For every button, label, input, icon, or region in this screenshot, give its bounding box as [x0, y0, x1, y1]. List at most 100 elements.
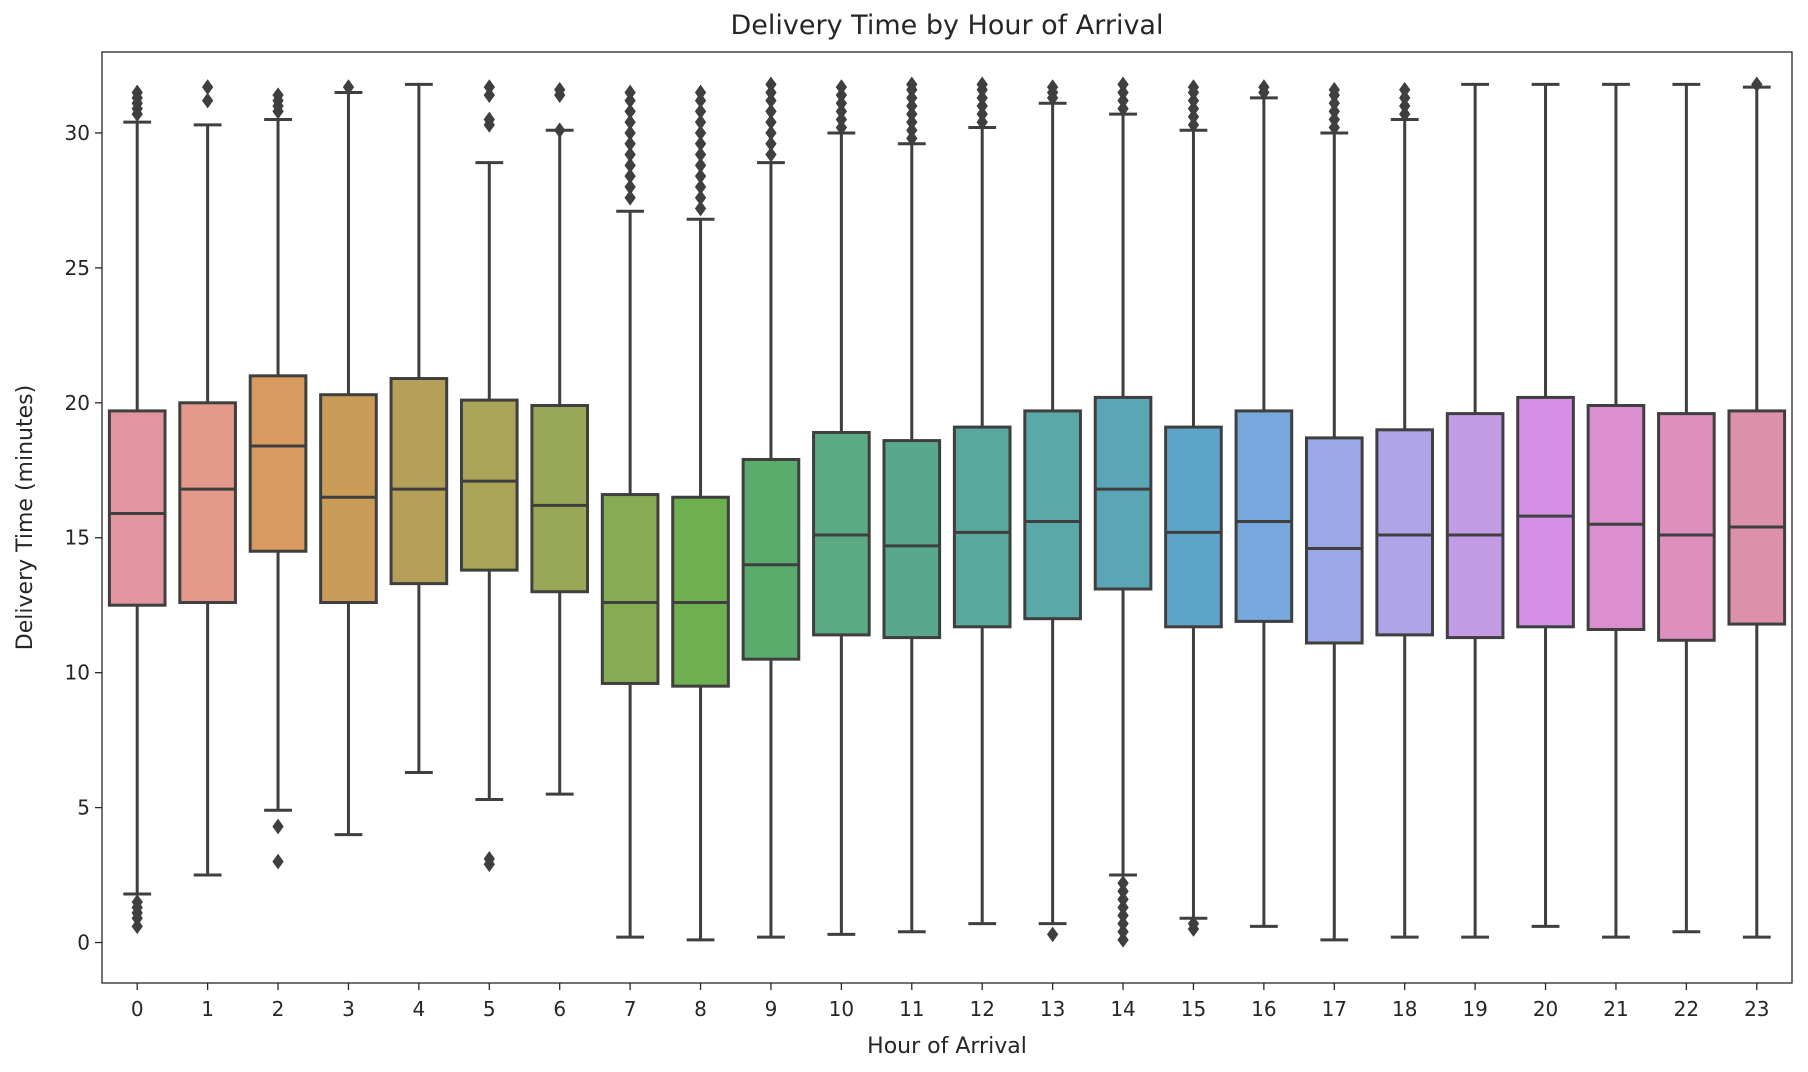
- outlier-point: [1187, 117, 1200, 133]
- outlier-point: [694, 200, 707, 217]
- outlier-point: [765, 84, 777, 101]
- x-tick-label: 23: [1744, 997, 1769, 1021]
- outlier-point: [976, 76, 988, 93]
- x-tick-label: 18: [1392, 997, 1417, 1021]
- x-tick-label: 16: [1251, 997, 1276, 1021]
- outlier-point: [765, 114, 777, 131]
- box-body: [1445, 412, 1505, 640]
- box-group-hour-18: [1375, 81, 1435, 939]
- x-axis: 0 1 2 3 4 5 6 7 8 9 10 11 12 13 14 15 16 17 18 19 20 21 22 23: [131, 983, 1770, 1021]
- box-body: [1516, 395, 1575, 629]
- outlier-point: [906, 114, 918, 131]
- box-group-hour-5: [459, 79, 519, 873]
- outlier-point: [1187, 915, 1200, 932]
- box-group-hour-14: [1093, 76, 1153, 948]
- box-group-hour-15: [1164, 79, 1223, 937]
- outlier-point: [624, 179, 636, 195]
- x-tick-label: 14: [1110, 997, 1135, 1021]
- outlier-point: [1046, 79, 1059, 95]
- outlier-point: [976, 98, 988, 114]
- box-group-hour-22: [1657, 82, 1716, 934]
- outlier-point: [694, 103, 707, 120]
- outlier-point: [1117, 923, 1129, 940]
- box-group-hour-1: [178, 79, 237, 877]
- outlier-point: [1399, 98, 1411, 114]
- box-body: [671, 495, 730, 688]
- box-group-hour-6: [530, 81, 590, 796]
- y-tick-label: 5: [77, 796, 90, 820]
- x-tick-label: 5: [483, 997, 496, 1021]
- x-tick-label: 3: [342, 997, 355, 1021]
- x-tick-label: 6: [553, 997, 566, 1021]
- box-body: [248, 374, 308, 553]
- y-tick-label: 20: [65, 391, 90, 415]
- box-body: [459, 398, 519, 572]
- outlier-point: [624, 125, 636, 141]
- x-tick-label: 9: [765, 997, 778, 1021]
- outlier-point: [624, 103, 636, 120]
- box-group-hour-7: [600, 84, 660, 939]
- outlier-point: [483, 87, 495, 104]
- box-body: [1234, 409, 1294, 623]
- x-tick-label: 8: [694, 997, 707, 1021]
- outlier-point: [1328, 103, 1340, 120]
- outlier-point: [131, 894, 143, 910]
- outlier-point: [1187, 108, 1200, 125]
- outlier-point: [483, 851, 495, 867]
- box-body: [1375, 428, 1435, 637]
- box-body: [1093, 395, 1153, 591]
- outlier-point: [624, 84, 636, 101]
- box-body: [1657, 412, 1716, 642]
- box-body: [178, 401, 237, 605]
- outlier-point: [694, 168, 707, 184]
- box-group-hour-10: [812, 79, 871, 936]
- outlier-point: [1117, 875, 1129, 892]
- outlier-point: [694, 135, 707, 152]
- x-tick-label: 19: [1462, 997, 1487, 1021]
- y-axis: 0 5 10 15 20 25 30: [65, 121, 102, 955]
- outlier-point: [1117, 891, 1129, 908]
- box-group-hour-23: [1727, 76, 1787, 939]
- outlier-point: [1328, 81, 1340, 98]
- outlier-point: [906, 106, 918, 122]
- outlier-point: [835, 111, 848, 128]
- boxes-layer: [107, 76, 1787, 948]
- outlier-point: [976, 114, 988, 131]
- box-group-hour-13: [1023, 79, 1082, 943]
- x-tick-label: 13: [1040, 997, 1065, 1021]
- box-group-hour-21: [1586, 82, 1646, 939]
- x-tick-label: 1: [201, 997, 214, 1021]
- outlier-point: [976, 106, 988, 122]
- outlier-point: [835, 119, 848, 136]
- x-tick-label: 2: [272, 997, 285, 1021]
- y-axis-label: Delivery Time (minutes): [13, 385, 38, 650]
- outlier-point: [1117, 76, 1129, 93]
- x-tick-label: 4: [413, 997, 426, 1021]
- outlier-point: [624, 135, 636, 152]
- outlier-point: [694, 114, 707, 131]
- outlier-point: [835, 103, 848, 120]
- x-tick-label: 17: [1322, 997, 1347, 1021]
- outlier-point: [624, 92, 636, 109]
- outlier-point: [835, 95, 848, 112]
- chart-title: Delivery Time by Hour of Arrival: [731, 10, 1164, 41]
- box-body: [107, 409, 167, 607]
- outlier-point: [835, 79, 848, 95]
- outlier-point: [1046, 926, 1059, 943]
- box-body: [600, 493, 660, 685]
- outlier-point: [201, 92, 214, 109]
- box-group-hour-2: [248, 87, 308, 870]
- outlier-point: [765, 135, 777, 152]
- outlier-point: [201, 79, 214, 95]
- outlier-point: [694, 125, 707, 141]
- outlier-point: [765, 103, 777, 120]
- outlier-point: [1328, 119, 1340, 136]
- y-tick-label: 15: [65, 526, 90, 550]
- box-body: [741, 457, 801, 661]
- outlier-point: [483, 79, 495, 95]
- outlier-point: [272, 853, 284, 870]
- outlier-point: [1187, 100, 1200, 117]
- box-body: [389, 377, 449, 586]
- outlier-point: [1258, 79, 1270, 95]
- x-axis-label: Hour of Arrival: [867, 1034, 1027, 1059]
